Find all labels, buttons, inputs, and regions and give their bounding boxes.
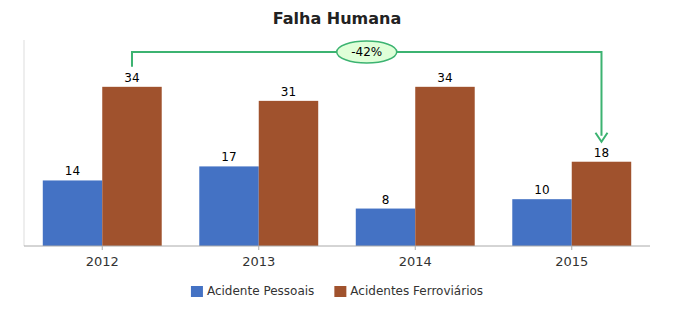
x-tick [102, 246, 103, 250]
bar [43, 180, 102, 246]
x-tick [571, 246, 572, 250]
data-label: 8 [382, 193, 390, 207]
x-tick-label: 2012 [86, 254, 119, 269]
x-axis-line [24, 246, 650, 247]
title: Falha Humana [273, 9, 401, 28]
bar [415, 87, 474, 246]
x-tick-label: 2014 [399, 254, 432, 269]
data-label: 14 [65, 164, 80, 178]
bar [259, 101, 318, 246]
bar [102, 87, 161, 246]
data-label: 17 [221, 150, 236, 164]
annotation-text: -42% [351, 45, 382, 59]
bar [572, 162, 631, 246]
data-label: 18 [594, 146, 609, 160]
legend: Acidente Pessoais Acidentes Ferroviários [191, 284, 483, 298]
data-label: 31 [281, 85, 296, 99]
x-tick [258, 246, 259, 250]
bar [512, 199, 571, 246]
bars [43, 87, 631, 246]
annotation-badge [337, 41, 397, 63]
bar [356, 209, 415, 246]
chart-container: Falha Humana 14 17 8 10 34 31 34 18 2012 2013 2014 2… [0, 0, 674, 311]
annotation-arrowhead [595, 133, 607, 142]
annotation: -42% [132, 41, 608, 142]
legend-swatch [191, 286, 203, 297]
chart-svg: Falha Humana 14 17 8 10 34 31 34 18 2012 2013 2014 2… [0, 0, 674, 311]
x-tick [415, 246, 416, 250]
bar [199, 166, 258, 246]
annotation-bracket [132, 52, 602, 136]
data-labels: 14 17 8 10 34 31 34 18 [65, 71, 609, 207]
y-axis-line [24, 40, 25, 246]
legend-label: Acidente Pessoais [207, 284, 314, 298]
x-tick-label: 2013 [242, 254, 275, 269]
data-label: 10 [534, 183, 549, 197]
x-tick-label: 2015 [555, 254, 588, 269]
data-label: 34 [124, 71, 139, 85]
legend-label: Acidentes Ferroviários [350, 284, 483, 298]
data-label: 34 [437, 71, 452, 85]
legend-swatch [334, 286, 346, 297]
